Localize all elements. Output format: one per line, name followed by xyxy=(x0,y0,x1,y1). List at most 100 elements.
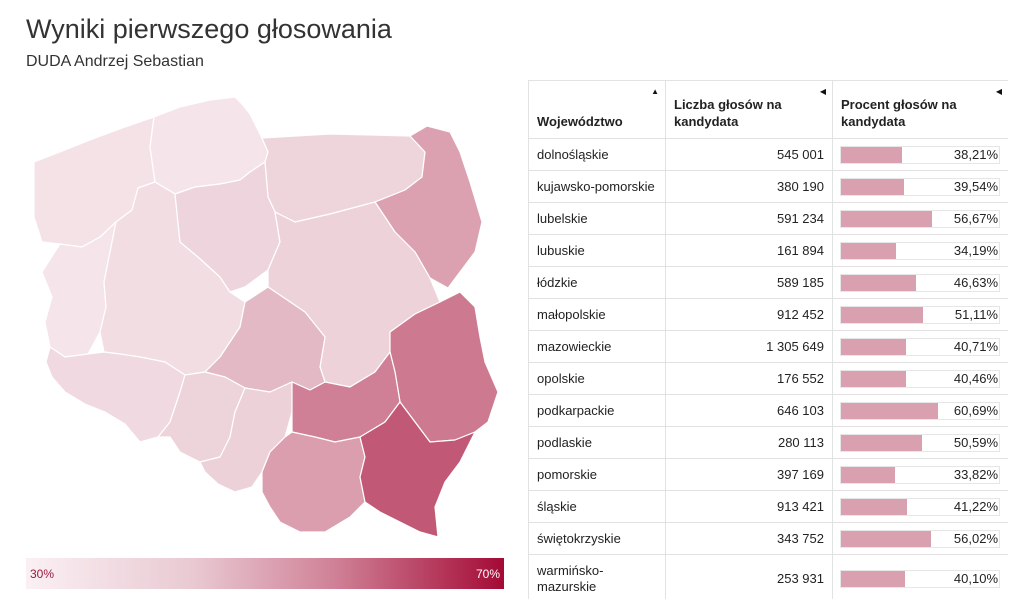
column-header-label: Liczba głosów na kandydata xyxy=(674,97,782,129)
percent-bar-track xyxy=(840,305,1000,324)
scale-min-label: 30% xyxy=(30,567,55,581)
region-name-cell: dolnośląskie xyxy=(528,138,666,171)
percent-bar xyxy=(841,402,938,419)
table-row: łódzkie 589 185 46,63% xyxy=(528,266,1008,299)
percent-label: 56,02% xyxy=(953,530,998,546)
percent-bar-track xyxy=(840,433,1000,452)
percent-cell: 46,63% xyxy=(832,266,1008,299)
percent-bar-track xyxy=(840,241,1000,260)
table-row: dolnośląskie 545 001 38,21% xyxy=(528,138,1008,171)
percent-label: 40,10% xyxy=(953,570,998,586)
poland-choropleth-map xyxy=(30,92,510,552)
region-name-cell: łódzkie xyxy=(528,266,666,299)
votes-cell: 591 234 xyxy=(665,202,833,235)
column-header-label: Województwo xyxy=(537,114,623,129)
column-header-label: Procent głosów na kandydata xyxy=(841,97,957,129)
percent-bar-track xyxy=(840,209,1000,228)
percent-cell: 56,67% xyxy=(832,202,1008,235)
percent-label: 50,59% xyxy=(953,434,998,450)
percent-label: 34,19% xyxy=(953,242,998,258)
table-row: warmińsko-mazurskie 253 931 40,10% xyxy=(528,554,1008,599)
table-row: pomorskie 397 169 33,82% xyxy=(528,458,1008,491)
region-name-cell: opolskie xyxy=(528,362,666,395)
region-podkarpackie[interactable] xyxy=(359,401,476,538)
percent-cell: 60,69% xyxy=(832,394,1008,427)
table-row: świętokrzyskie 343 752 56,02% xyxy=(528,522,1008,555)
votes-cell: 589 185 xyxy=(665,266,833,299)
votes-cell: 343 752 xyxy=(665,522,833,555)
table-row: lubuskie 161 894 34,19% xyxy=(528,234,1008,267)
votes-cell: 397 169 xyxy=(665,458,833,491)
sort-left-icon[interactable]: ◀ xyxy=(819,87,826,96)
color-scale-legend: 30% 70% xyxy=(26,558,504,589)
percent-label: 51,11% xyxy=(954,306,998,322)
percent-bar xyxy=(841,210,932,227)
votes-cell: 176 552 xyxy=(665,362,833,395)
percent-bar xyxy=(841,178,904,195)
percent-bar xyxy=(841,146,902,163)
percent-bar xyxy=(841,498,907,515)
region-name-cell: lubelskie xyxy=(528,202,666,235)
region-dolnoslaskie[interactable] xyxy=(45,346,186,443)
region-malopolskie[interactable] xyxy=(261,431,366,533)
percent-label: 40,71% xyxy=(953,338,998,354)
percent-bar-track xyxy=(840,369,1000,388)
region-name-cell: pomorskie xyxy=(528,458,666,491)
table-row: podkarpackie 646 103 60,69% xyxy=(528,394,1008,427)
percent-bar-track xyxy=(840,465,1000,484)
percent-cell: 40,10% xyxy=(832,554,1008,599)
percent-label: 38,21% xyxy=(953,146,998,162)
percent-bar xyxy=(841,434,922,451)
percent-cell: 38,21% xyxy=(832,138,1008,171)
table-row: małopolskie 912 452 51,11% xyxy=(528,298,1008,331)
percent-bar-track xyxy=(840,529,1000,548)
results-table-container[interactable]: Województwo ▲ Liczba głosów na kandydata… xyxy=(528,80,1008,599)
percent-label: 41,22% xyxy=(953,498,998,514)
page-title: Wyniki pierwszego głosowania xyxy=(26,14,392,44)
percent-cell: 40,71% xyxy=(832,330,1008,363)
percent-label: 60,69% xyxy=(953,402,998,418)
column-header-votes[interactable]: Liczba głosów na kandydata ◀ xyxy=(665,80,833,139)
votes-cell: 161 894 xyxy=(665,234,833,267)
region-name-cell: podkarpackie xyxy=(528,394,666,427)
percent-bar xyxy=(841,306,923,323)
votes-cell: 380 190 xyxy=(665,170,833,203)
region-name-cell: podlaskie xyxy=(528,426,666,459)
percent-bar-track xyxy=(840,177,1000,196)
percent-bar-track xyxy=(840,145,1000,164)
percent-cell: 56,02% xyxy=(832,522,1008,555)
percent-cell: 41,22% xyxy=(832,490,1008,523)
percent-bar-track xyxy=(840,337,1000,356)
region-name-cell: lubuskie xyxy=(528,234,666,267)
sort-left-icon[interactable]: ◀ xyxy=(995,87,1002,96)
percent-bar xyxy=(841,274,916,291)
percent-label: 46,63% xyxy=(953,274,998,290)
column-header-region[interactable]: Województwo ▲ xyxy=(528,80,666,139)
results-table: Województwo ▲ Liczba głosów na kandydata… xyxy=(528,80,1008,599)
votes-cell: 912 452 xyxy=(665,298,833,331)
percent-label: 56,67% xyxy=(953,210,998,226)
percent-bar-track xyxy=(840,497,1000,516)
percent-bar-track xyxy=(840,273,1000,292)
scale-max-label: 70% xyxy=(475,567,500,581)
votes-cell: 1 305 649 xyxy=(665,330,833,363)
percent-cell: 33,82% xyxy=(832,458,1008,491)
table-body: dolnośląskie 545 001 38,21% kujawsko-pomors… xyxy=(528,138,1008,599)
candidate-subtitle: DUDA Andrzej Sebastian xyxy=(26,53,204,70)
votes-cell: 913 421 xyxy=(665,490,833,523)
percent-cell: 34,19% xyxy=(832,234,1008,267)
region-name-cell: warmińsko-mazurskie xyxy=(528,554,666,599)
region-podlaskie[interactable] xyxy=(374,125,483,289)
region-name-cell: małopolskie xyxy=(528,298,666,331)
sort-up-icon[interactable]: ▲ xyxy=(651,87,659,96)
table-row: lubelskie 591 234 56,67% xyxy=(528,202,1008,235)
column-header-percent[interactable]: Procent głosów na kandydata ◀ xyxy=(832,80,1008,139)
percent-bar xyxy=(841,466,895,483)
percent-cell: 50,59% xyxy=(832,426,1008,459)
votes-cell: 646 103 xyxy=(665,394,833,427)
percent-cell: 39,54% xyxy=(832,170,1008,203)
percent-bar xyxy=(841,530,931,547)
table-row: śląskie 913 421 41,22% xyxy=(528,490,1008,523)
votes-cell: 253 931 xyxy=(665,554,833,599)
table-row: opolskie 176 552 40,46% xyxy=(528,362,1008,395)
